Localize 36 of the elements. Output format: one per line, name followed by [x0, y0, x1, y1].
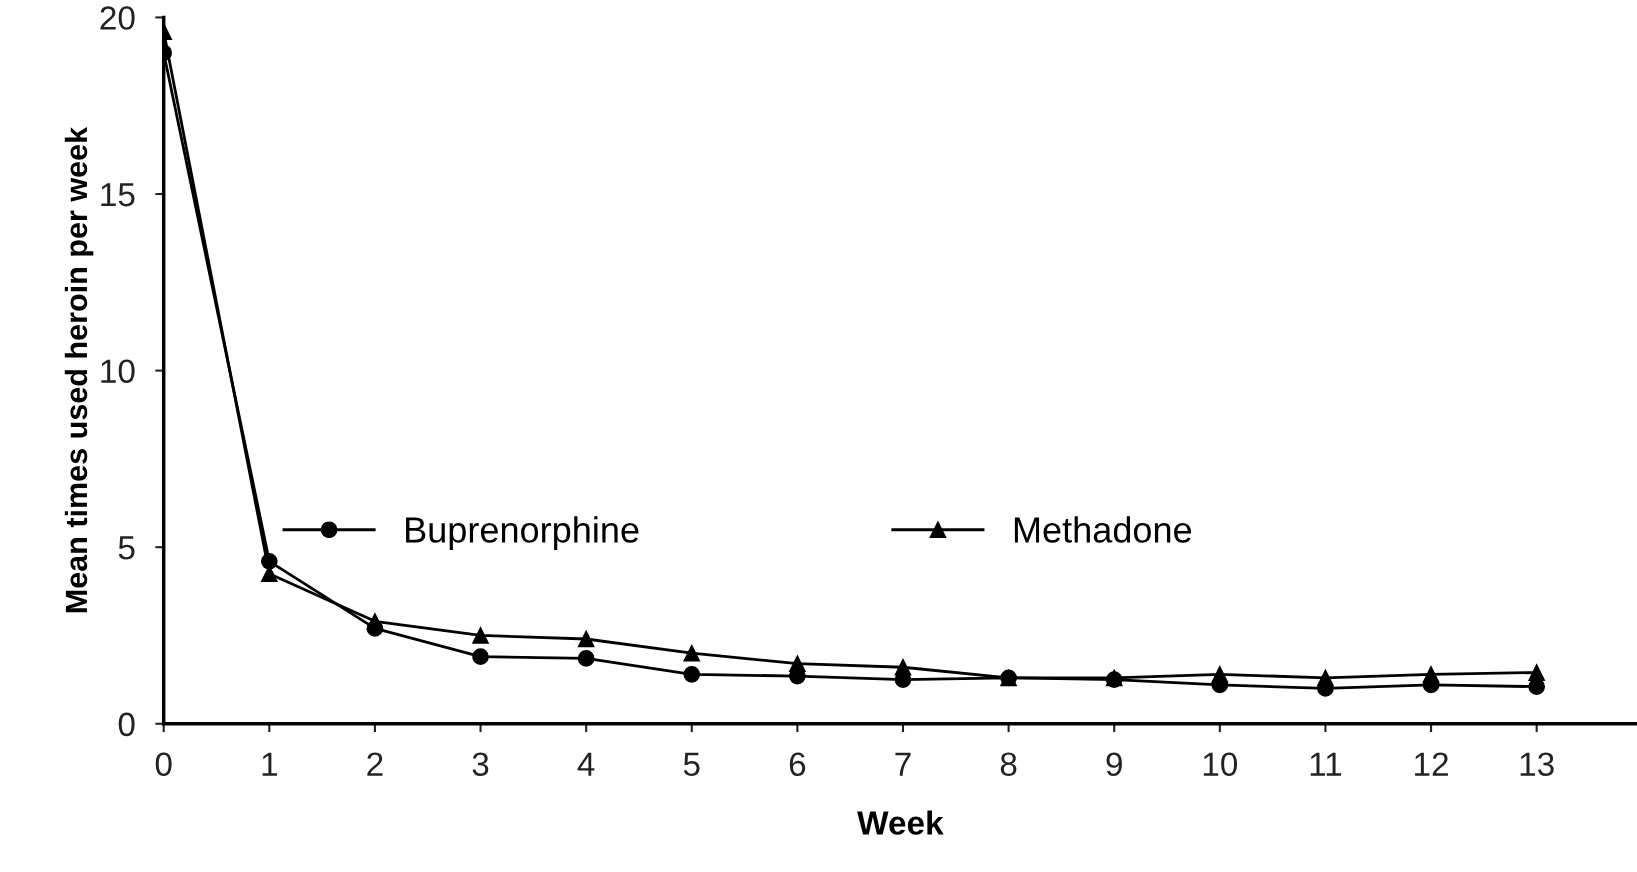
- point: [683, 644, 701, 662]
- y-tick-label: 15: [101, 183, 135, 207]
- x-tick-label: 11: [1310, 752, 1342, 776]
- x-tick-label: 8: [1000, 752, 1017, 777]
- x-tick-label: 10: [1203, 752, 1238, 777]
- x-tick-label: 9: [1106, 752, 1122, 777]
- x-tick-label: 7: [895, 752, 911, 776]
- point: [683, 665, 701, 683]
- y-tick-label: 0: [118, 712, 135, 737]
- x-tick-label: 2: [367, 752, 383, 776]
- x-tick-label: 5: [683, 752, 700, 777]
- x-tick-label: 4: [577, 752, 595, 776]
- point: [1317, 669, 1334, 687]
- x-tick-label: 3: [472, 752, 489, 777]
- x-tick-label: 6: [789, 752, 806, 777]
- x-tick-label: 12: [1415, 752, 1448, 776]
- point: [577, 630, 595, 648]
- legend-label: Methadone: [1014, 516, 1192, 543]
- x-axis-title: Week: [857, 810, 944, 835]
- legend-label: Buprenorphine: [406, 516, 639, 550]
- y-tick-label: 20: [100, 6, 135, 30]
- point: [1422, 665, 1440, 683]
- y-axis-title: Mean times used heroin per week: [64, 126, 94, 613]
- point: [789, 655, 806, 673]
- y-tick-label: 10: [101, 359, 135, 384]
- x-tick-label: 1: [262, 752, 277, 776]
- point: [366, 613, 384, 630]
- point: [577, 650, 595, 667]
- y-tick-label: 5: [118, 536, 135, 560]
- x-tick-label: 0: [155, 752, 172, 777]
- point: [1528, 664, 1546, 681]
- point: [1211, 665, 1229, 683]
- point: [472, 627, 489, 644]
- point: [894, 658, 912, 676]
- x-tick-label: 13: [1520, 752, 1554, 777]
- point: [472, 648, 489, 665]
